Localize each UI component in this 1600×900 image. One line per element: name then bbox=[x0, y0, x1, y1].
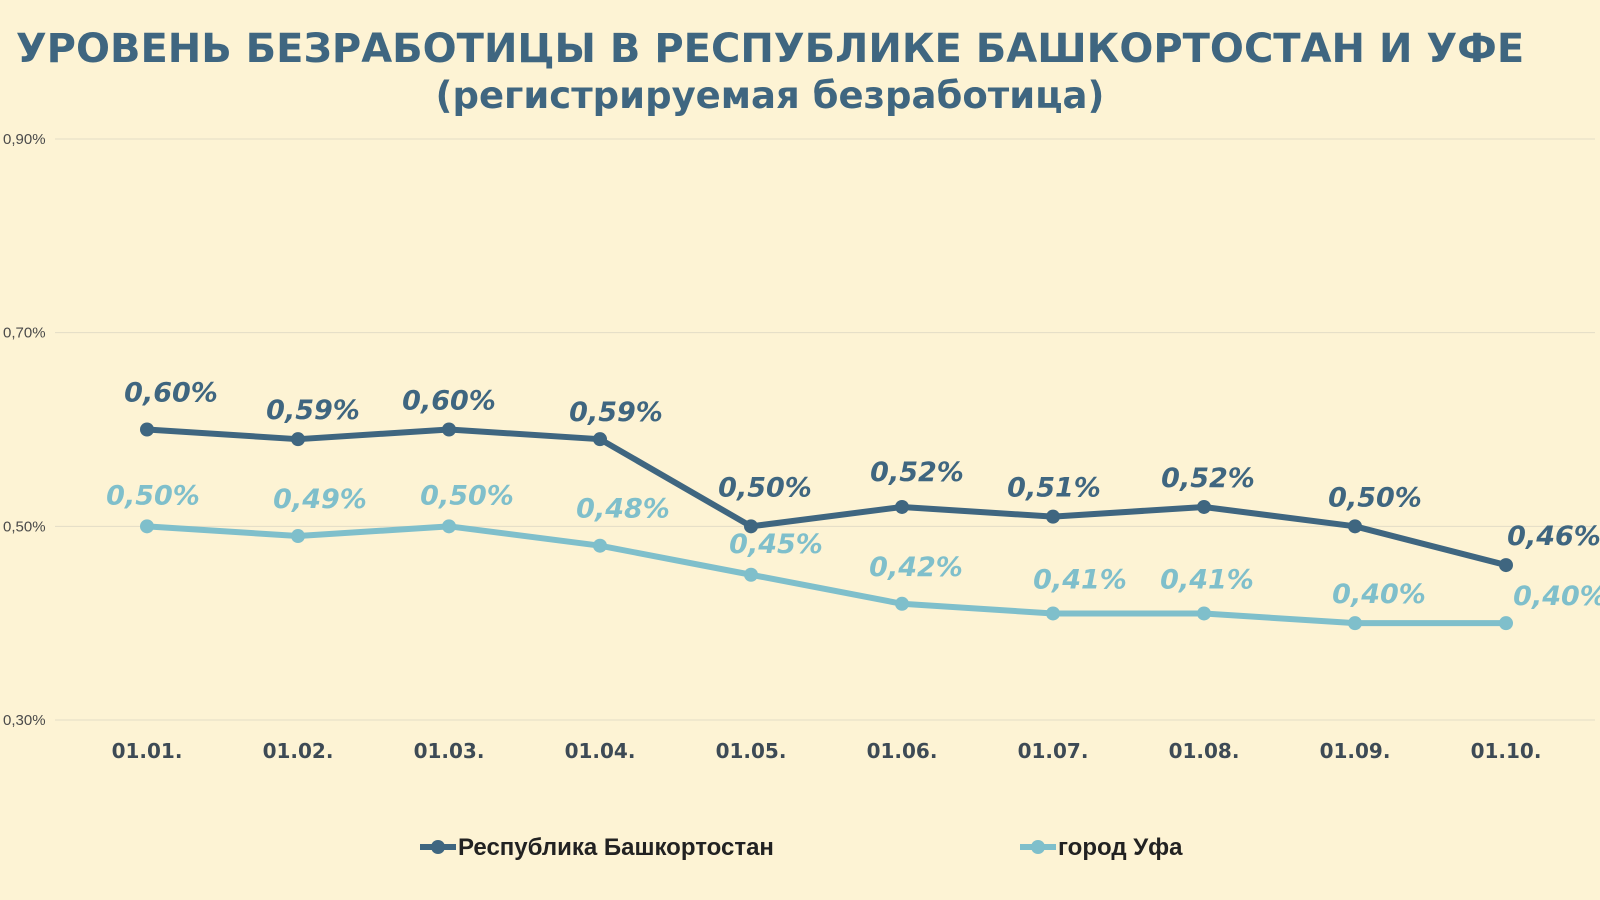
data-point bbox=[593, 432, 607, 447]
data-label: 0,41% bbox=[1033, 564, 1127, 595]
data-point bbox=[1046, 606, 1060, 621]
y-tick-label: 0,50% bbox=[3, 518, 46, 535]
data-label: 0,48% bbox=[576, 494, 670, 525]
data-point bbox=[1499, 616, 1513, 631]
data-point bbox=[1499, 558, 1513, 573]
data-point bbox=[140, 422, 154, 437]
data-label: 0,41% bbox=[1160, 564, 1254, 595]
data-point bbox=[140, 519, 154, 534]
data-point bbox=[744, 519, 758, 534]
x-tick-label: 01.08. bbox=[1169, 739, 1240, 763]
data-label: 0,52% bbox=[870, 457, 964, 488]
data-point bbox=[593, 538, 607, 553]
data-point bbox=[1046, 509, 1060, 524]
y-axis: 0,30% 0,50% 0,70% 0,90% bbox=[3, 131, 46, 729]
data-label: 0,40% bbox=[1513, 581, 1600, 612]
x-axis: 01.01. 01.02. 01.03. 01.04. 01.05. 01.06. 01.0… bbox=[112, 739, 1542, 763]
data-label: 0,50% bbox=[718, 472, 812, 503]
data-label: 0,60% bbox=[402, 386, 496, 417]
data-label: 0,50% bbox=[106, 480, 200, 511]
legend-marker bbox=[1031, 840, 1045, 854]
chart-title: УРОВЕНЬ БЕЗРАБОТИЦЫ В РЕСПУБЛИКЕ БАШКОРТ… bbox=[16, 26, 1524, 72]
x-tick-label: 01.03. bbox=[414, 739, 485, 763]
data-point bbox=[291, 432, 305, 447]
data-point bbox=[1197, 499, 1211, 514]
x-tick-label: 01.04. bbox=[565, 739, 636, 763]
data-point bbox=[895, 499, 909, 514]
x-tick-label: 01.06. bbox=[867, 739, 938, 763]
data-label: 0,45% bbox=[729, 529, 823, 560]
data-point bbox=[1348, 519, 1362, 534]
y-tick-label: 0,90% bbox=[3, 131, 46, 148]
x-tick-label: 01.02. bbox=[263, 739, 334, 763]
data-label: 0,51% bbox=[1007, 473, 1101, 504]
legend-label: город Уфа bbox=[1058, 834, 1183, 861]
data-label: 0,46% bbox=[1507, 521, 1600, 552]
x-tick-label: 01.05. bbox=[716, 739, 787, 763]
data-label: 0,52% bbox=[1161, 463, 1255, 494]
chart-subtitle: (регистрируемая безработица) bbox=[436, 74, 1105, 117]
data-label: 0,40% bbox=[1332, 579, 1426, 610]
x-tick-label: 01.10. bbox=[1471, 739, 1542, 763]
data-label: 0,60% bbox=[124, 378, 218, 409]
series-line bbox=[146, 426, 1507, 568]
data-label: 0,49% bbox=[273, 484, 367, 515]
y-tick-label: 0,30% bbox=[3, 712, 46, 729]
data-label: 0,50% bbox=[420, 480, 514, 511]
data-point bbox=[442, 422, 456, 437]
data-point bbox=[744, 567, 758, 582]
data-point bbox=[1348, 616, 1362, 631]
data-point bbox=[291, 529, 305, 544]
data-labels: 0,60% 0,59% 0,60% 0,59% 0,50% 0,52% 0,51% 0,52%… bbox=[106, 378, 1600, 613]
series bbox=[140, 422, 1513, 631]
data-point bbox=[895, 596, 909, 611]
x-tick-label: 01.01. bbox=[112, 739, 183, 763]
data-label: 0,59% bbox=[266, 395, 360, 426]
data-point bbox=[1197, 606, 1211, 621]
legend-label: Республика Башкортостан bbox=[458, 834, 774, 861]
legend: Республика Башкортостан город Уфа bbox=[420, 834, 1183, 861]
y-tick-label: 0,70% bbox=[3, 325, 46, 342]
data-point bbox=[442, 519, 456, 534]
x-tick-label: 01.07. bbox=[1018, 739, 1089, 763]
x-tick-label: 01.09. bbox=[1320, 739, 1391, 763]
data-label: 0,50% bbox=[1328, 482, 1422, 513]
data-label: 0,59% bbox=[569, 397, 663, 428]
series-line bbox=[146, 523, 1506, 627]
data-label: 0,42% bbox=[869, 552, 963, 583]
legend-marker bbox=[431, 840, 445, 854]
gridlines bbox=[55, 138, 1595, 721]
